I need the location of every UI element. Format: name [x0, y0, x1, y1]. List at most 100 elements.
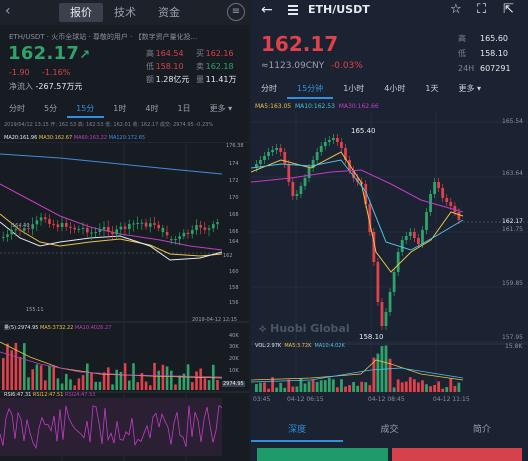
back-icon[interactable]: ‹: [5, 3, 11, 19]
share-icon[interactable]: ⇱: [503, 2, 514, 17]
right-kline-chart[interactable]: [251, 112, 528, 410]
vol-tick: 30K: [229, 344, 239, 350]
candle-body: [90, 232, 93, 234]
period-tab[interactable]: 1日: [177, 104, 191, 113]
y-tick: 156: [229, 300, 239, 306]
period-tab-active[interactable]: 15分钟: [287, 81, 334, 99]
pair-title[interactable]: ETH/USDT: [308, 3, 370, 16]
volume-bar: [10, 350, 13, 390]
volume-bar: [14, 342, 18, 390]
left-kline-chart[interactable]: [0, 142, 249, 461]
volume-bar: [39, 365, 43, 390]
candle-body: [207, 228, 211, 230]
candle-info-line: 2019/04/12 13:15 开: 162.53 高: 162.53 低: …: [4, 122, 214, 128]
volume-bar: [356, 385, 360, 392]
period-tab[interactable]: 5分: [44, 104, 58, 113]
candle-body: [340, 142, 343, 148]
buy-button[interactable]: [257, 448, 388, 461]
volume-bar: [119, 371, 123, 390]
star-icon[interactable]: ☆: [450, 2, 462, 17]
vol-tick: 40K: [229, 333, 239, 339]
volume-bar: [149, 385, 152, 390]
candle-body: [384, 312, 388, 326]
period-tab-active[interactable]: 15分: [67, 102, 105, 118]
menu-icon[interactable]: ≡: [227, 3, 245, 21]
period-tab-more[interactable]: 更多 ▾: [458, 84, 482, 93]
net-inflow: 净流入 -267.57万元: [9, 82, 83, 91]
period-tab[interactable]: 4小时: [384, 84, 406, 93]
volume-bar: [327, 377, 331, 392]
volume-bar: [396, 379, 400, 392]
volume-bar: [69, 379, 72, 390]
period-tab[interactable]: 1时: [113, 104, 127, 113]
y-tick: 166: [229, 229, 239, 235]
price-change-pct: -1.16%: [42, 68, 71, 77]
volume-bar: [56, 378, 60, 390]
volume-bar: [140, 372, 144, 390]
vol-ma10: [251, 367, 464, 383]
candle-body: [376, 262, 380, 302]
volume-bar: [271, 377, 274, 392]
sell-button[interactable]: [391, 448, 522, 461]
candle-body: [199, 225, 202, 228]
volume-bar: [331, 379, 335, 392]
candle-body: [195, 225, 198, 231]
volume-bar: [98, 381, 102, 390]
period-tab-more[interactable]: 更多 ▾: [209, 104, 233, 113]
tab-depth[interactable]: 深度: [251, 420, 344, 442]
volume-bar: [311, 379, 315, 392]
volume-bar: [18, 356, 22, 390]
tab-funds[interactable]: 资金: [158, 6, 180, 19]
volume-bar: [319, 380, 323, 392]
candle-body: [412, 232, 416, 238]
volume-bar: [360, 381, 364, 392]
candle-body: [35, 220, 39, 225]
volume-bar: [90, 372, 93, 390]
stat-row: 高 165.60: [458, 34, 508, 43]
candle-body: [178, 236, 181, 240]
candle-body: [319, 146, 323, 152]
volume-bar: [52, 366, 55, 390]
candle-body: [107, 227, 110, 232]
last-price: 162.17↗: [8, 43, 91, 64]
period-tab[interactable]: 分时: [9, 104, 25, 113]
candle-body: [31, 224, 34, 229]
candle-body: [212, 224, 215, 229]
candle-body: [153, 223, 156, 225]
tab-intro[interactable]: 简介: [472, 425, 491, 435]
period-tab[interactable]: 4时: [145, 104, 159, 113]
candle-body: [132, 223, 135, 225]
tab-trades[interactable]: 成交: [380, 425, 399, 435]
period-tab[interactable]: 分时: [261, 84, 277, 93]
candle-body: [2, 236, 5, 238]
volume-bar: [307, 381, 311, 392]
symbol-list-icon[interactable]: [288, 5, 298, 15]
volume-bar: [182, 373, 186, 390]
volume-bar: [81, 375, 85, 390]
period-tab[interactable]: 1天: [425, 84, 439, 93]
left-ma-line: MA20:161.96 MA30:162.67 MA60:163.22 MA12…: [4, 135, 146, 141]
y-tick: 157.95: [502, 334, 523, 341]
volume-bar: [216, 380, 219, 390]
volume-bar: [199, 368, 202, 390]
candle-body: [39, 217, 43, 221]
candle-body: [327, 140, 331, 142]
candle-body: [287, 164, 291, 182]
volume-bar: [165, 366, 169, 390]
volume-bar: [457, 382, 461, 392]
candle-body: [392, 272, 396, 292]
candle-body: [191, 230, 194, 234]
candle-body: [18, 229, 22, 231]
volume-bar: [23, 343, 26, 390]
tab-technical[interactable]: 技术: [114, 6, 136, 19]
right-stats: 高 165.60 低 158.10 24H 607291: [458, 31, 526, 76]
period-tab[interactable]: 1小时: [343, 84, 365, 93]
candle-body: [421, 230, 424, 244]
candle-body: [404, 236, 408, 240]
volume-bar: [267, 388, 270, 392]
tab-quote[interactable]: 报价: [59, 3, 103, 22]
fullscreen-icon[interactable]: ⛶: [477, 2, 487, 17]
back-arrow-icon[interactable]: ←: [261, 2, 273, 18]
candle-body: [344, 148, 347, 160]
candle-body: [364, 184, 368, 204]
